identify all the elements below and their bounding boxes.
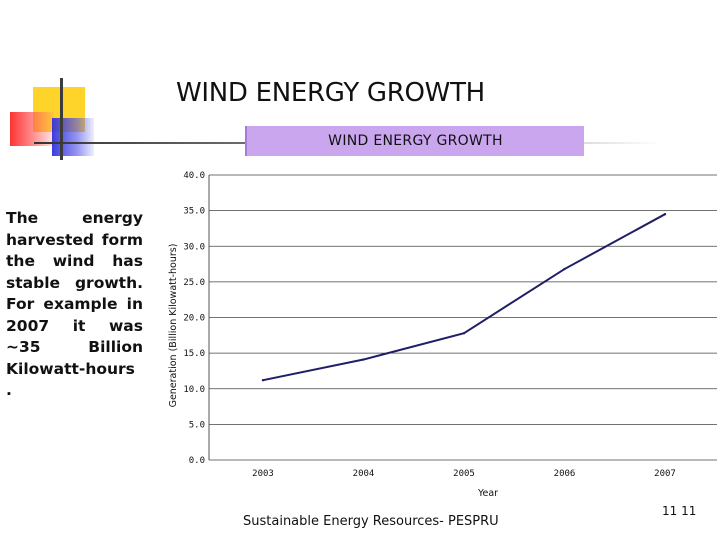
y-tick-label: 15.0 [183, 349, 205, 359]
x-tick-labels: 2003 2004 2005 2006 2007 [252, 469, 676, 479]
x-tick-label: 2006 [554, 469, 576, 479]
data-point [663, 212, 667, 216]
y-tick-label: 10.0 [183, 385, 205, 395]
x-tick-label: 2007 [654, 469, 676, 479]
decor-red-square [10, 112, 54, 146]
chart-title: WIND ENERGY GROWTH [328, 133, 503, 149]
y-tick-label: 30.0 [183, 242, 205, 252]
slide-title: WIND ENERGY GROWTH [176, 78, 485, 108]
y-tick-labels: 0.0 5.0 10.0 15.0 20.0 25.0 30.0 35.0 40.0 [183, 171, 205, 466]
data-point [261, 379, 265, 382]
data-point [563, 267, 566, 271]
page-number: 11 11 [662, 504, 697, 518]
y-tick-label: 35.0 [183, 207, 205, 217]
gridlines [209, 174, 717, 461]
data-point [462, 331, 466, 335]
y-axis-label: Generation (Billion Kilowatt-hours) [168, 244, 179, 408]
decor-blue-square [52, 118, 94, 156]
y-tick-label: 5.0 [189, 420, 205, 430]
x-axis-label: Year [477, 488, 498, 499]
footer-text: Sustainable Energy Resources- PESPRU [243, 514, 499, 529]
x-tick-label: 2005 [453, 469, 475, 479]
y-tick-label: 40.0 [183, 171, 205, 181]
decor-vertical-line [60, 78, 63, 160]
body-paragraph: The energy harvested form the wind has s… [6, 209, 143, 399]
y-tick-label: 20.0 [183, 314, 205, 324]
data-point [362, 358, 365, 361]
x-tick-label: 2004 [353, 469, 375, 479]
y-tick-label: 0.0 [189, 456, 205, 466]
line-chart: 0.05.010.015.020.025.030.035.040.0 2003 2… [168, 171, 717, 499]
series-line-generation [262, 213, 666, 382]
x-tick-label: 2003 [252, 469, 274, 479]
data-points [261, 212, 667, 382]
y-tick-label: 25.0 [183, 278, 205, 288]
chart-title-banner: WIND ENERGY GROWTH [245, 126, 584, 156]
